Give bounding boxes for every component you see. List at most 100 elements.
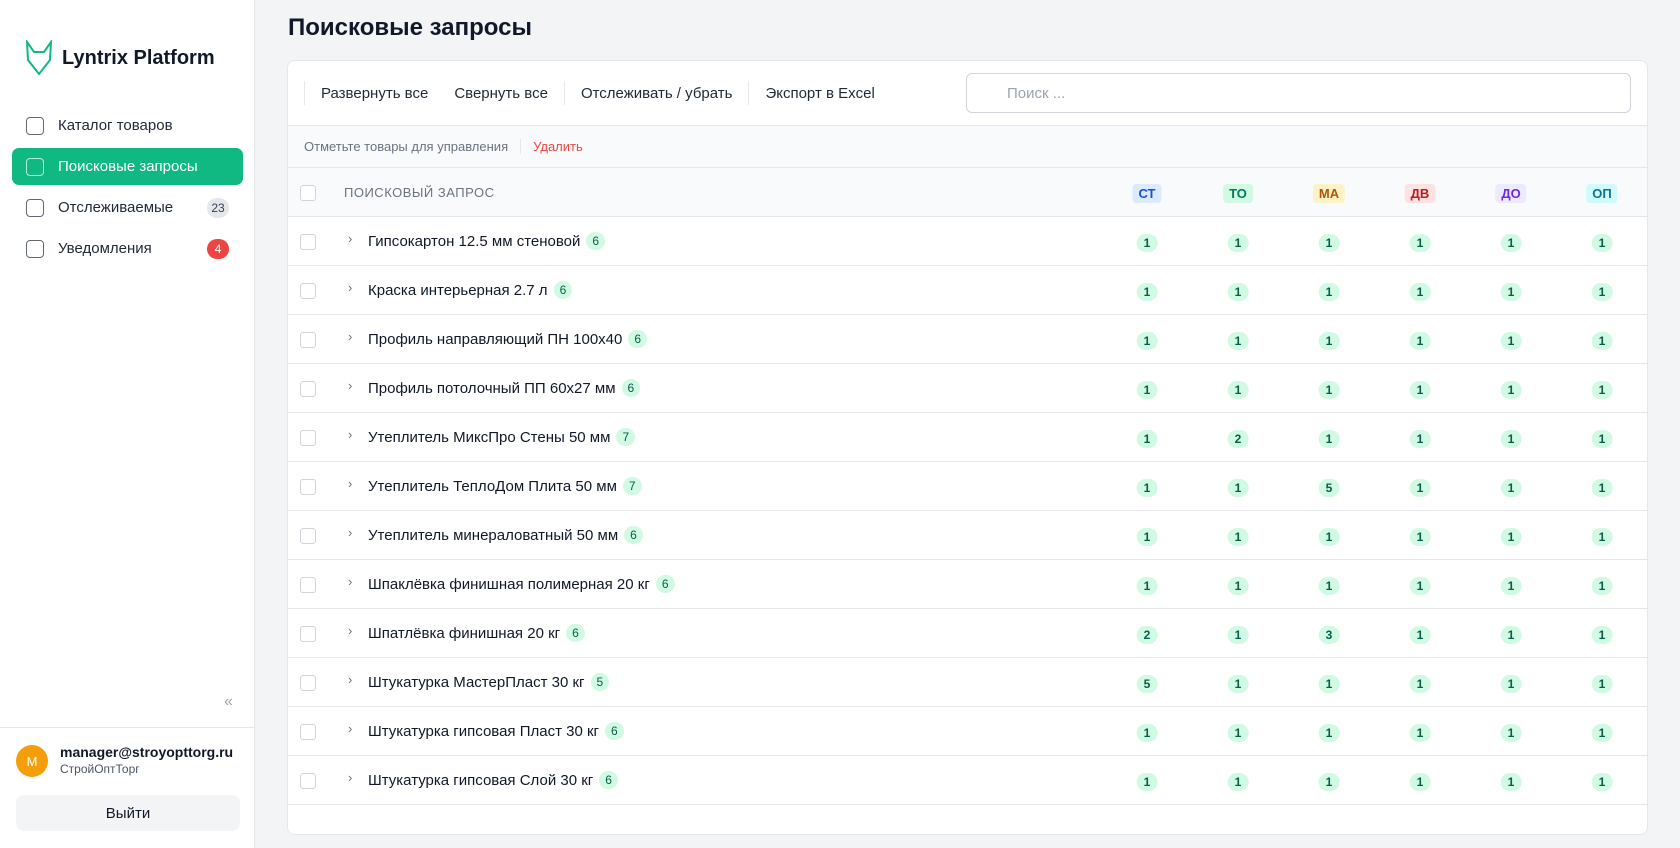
checkbox[interactable] bbox=[300, 381, 316, 397]
expand[interactable]: › bbox=[348, 378, 353, 393]
expand[interactable]: › bbox=[348, 623, 353, 638]
logo bbox=[25, 40, 53, 76]
company: СтройОптТорг bbox=[60, 762, 140, 776]
checkbox[interactable] bbox=[300, 675, 316, 691]
query-name: Штукатурка гипсовая Слой 30 кг bbox=[368, 771, 594, 789]
query: Штукатурка гипсовая Пласт 30 кг 6 bbox=[368, 722, 624, 740]
query: Шпаклёвка финишная полимерная 20 кг 6 bbox=[368, 575, 675, 593]
query-name: Утеплитель МиксПро Стены 50 мм bbox=[368, 428, 611, 446]
value-badge: 3 bbox=[1318, 626, 1340, 644]
count-badge: 6 bbox=[628, 330, 648, 348]
column-header: ДО bbox=[1495, 184, 1527, 203]
nav-item[interactable]: Каталог товаров bbox=[12, 107, 243, 144]
sidebar: Lyntrix Platform Каталог товаров Поисковы… bbox=[0, 0, 255, 848]
header-row: ПОИСКОВЫЙ ЗАПРОС СТ ТО МА ДВ ДО ОП bbox=[288, 168, 1647, 217]
query: Профиль направляющий ПН 100х40 6 bbox=[368, 330, 648, 348]
nav-item[interactable]: Отслеживаемые 23 bbox=[12, 189, 243, 226]
checkbox[interactable] bbox=[300, 577, 316, 593]
page-title: Поисковые запросы bbox=[288, 14, 532, 41]
value-badge: 1 bbox=[1136, 430, 1158, 448]
checkbox[interactable] bbox=[300, 283, 316, 299]
expand[interactable]: › bbox=[348, 770, 353, 785]
value-badge: 1 bbox=[1500, 234, 1522, 252]
value-badge: 1 bbox=[1409, 773, 1431, 791]
count-badge: 6 bbox=[621, 379, 641, 397]
value-badge: 1 bbox=[1500, 675, 1522, 693]
nav-item[interactable]: Уведомления 4 bbox=[12, 230, 243, 267]
value-badge: 1 bbox=[1591, 479, 1613, 497]
query-name: Гипсокартон 12.5 мм стеновой bbox=[368, 232, 581, 250]
nav-icon bbox=[26, 116, 44, 135]
table-row: › Штукатурка МастерПласт 30 кг 5 5 1 1 1 1 1 bbox=[288, 658, 1647, 707]
value-badge: 1 bbox=[1591, 332, 1613, 350]
query-name: Штукатурка МастерПласт 30 кг bbox=[368, 673, 585, 691]
count-badge: 5 bbox=[590, 673, 610, 691]
expand[interactable]: › bbox=[348, 231, 353, 246]
value-badge: 1 bbox=[1591, 381, 1613, 399]
search-input[interactable]: Поиск ... bbox=[966, 73, 1631, 113]
value-badge: 1 bbox=[1409, 381, 1431, 399]
checkbox[interactable] bbox=[300, 332, 316, 348]
checkbox[interactable] bbox=[300, 626, 316, 642]
toolbar-button[interactable]: Свернуть все bbox=[454, 84, 548, 102]
count-badge: 6 bbox=[605, 722, 624, 740]
collapse[interactable]: « bbox=[224, 693, 233, 710]
count-badge: 6 bbox=[655, 575, 675, 593]
checkbox[interactable] bbox=[300, 528, 316, 544]
query-name: Профиль направляющий ПН 100х40 bbox=[368, 330, 623, 348]
value-badge: 1 bbox=[1227, 528, 1249, 546]
checkbox[interactable] bbox=[300, 185, 316, 201]
nav-label: Каталог товаров bbox=[58, 117, 173, 134]
value-badge: 1 bbox=[1500, 577, 1522, 595]
column-header: ДВ bbox=[1404, 184, 1436, 203]
expand[interactable]: › bbox=[348, 427, 353, 442]
value-badge: 1 bbox=[1409, 234, 1431, 252]
value-badge: 1 bbox=[1318, 724, 1340, 742]
value-badge: 1 bbox=[1409, 332, 1431, 350]
value-badge: 1 bbox=[1136, 283, 1158, 301]
checkbox[interactable] bbox=[300, 479, 316, 495]
separator bbox=[304, 81, 305, 105]
logout[interactable]: Выйти bbox=[16, 795, 240, 831]
query: Шпатлёвка финишная 20 кг 6 bbox=[368, 624, 585, 642]
nav-label: Уведомления bbox=[58, 240, 152, 257]
toolbar-button[interactable]: Экспорт в Excel bbox=[765, 84, 875, 102]
value-badge: 1 bbox=[1318, 773, 1340, 791]
subbar: Отметьте товары для управления Удалить bbox=[288, 126, 1647, 168]
value-badge: 1 bbox=[1500, 430, 1522, 448]
checkbox[interactable] bbox=[300, 724, 316, 740]
table-row: › Штукатурка гипсовая Пласт 30 кг 6 1 1 1 1 1 1 bbox=[288, 707, 1647, 756]
expand[interactable]: › bbox=[348, 280, 353, 295]
brand: Lyntrix Platform bbox=[24, 40, 215, 76]
table-row: › Утеплитель минераловатный 50 мм 6 1 1 1 1 1 1 bbox=[288, 511, 1647, 560]
value-badge: 1 bbox=[1500, 332, 1522, 350]
value-badge: 2 bbox=[1227, 430, 1249, 448]
checkbox[interactable] bbox=[300, 234, 316, 250]
expand[interactable]: › bbox=[348, 329, 353, 344]
toolbar-button[interactable]: Отслеживать / убрать bbox=[580, 84, 733, 102]
count-badge: 7 bbox=[616, 428, 636, 446]
expand[interactable]: › bbox=[348, 574, 353, 589]
expand[interactable]: › bbox=[348, 525, 353, 540]
value-badge: 1 bbox=[1318, 381, 1340, 399]
delete[interactable]: Удалить bbox=[520, 139, 583, 154]
expand[interactable]: › bbox=[348, 476, 353, 491]
value-badge: 1 bbox=[1409, 577, 1431, 595]
expand[interactable]: › bbox=[348, 721, 353, 736]
toolbar-button[interactable]: Развернуть все bbox=[321, 84, 429, 102]
value-badge: 1 bbox=[1318, 332, 1340, 350]
checkbox[interactable] bbox=[300, 773, 316, 789]
query: Утеплитель МиксПро Стены 50 мм 7 bbox=[368, 428, 636, 446]
value-badge: 1 bbox=[1227, 724, 1249, 742]
nav-item[interactable]: Поисковые запросы bbox=[12, 148, 243, 185]
query-name: Краска интерьерная 2.7 л bbox=[368, 281, 548, 299]
nav-badge: 23 bbox=[207, 197, 229, 218]
value-badge: 1 bbox=[1500, 724, 1522, 742]
hint: Отметьте товары для управления bbox=[304, 139, 509, 154]
expand[interactable]: › bbox=[348, 672, 353, 687]
nav-icon bbox=[26, 157, 44, 176]
table-row: › Гипсокартон 12.5 мм стеновой 6 1 1 1 1 1 1 bbox=[288, 217, 1647, 266]
checkbox[interactable] bbox=[300, 430, 316, 446]
separator bbox=[563, 81, 565, 105]
